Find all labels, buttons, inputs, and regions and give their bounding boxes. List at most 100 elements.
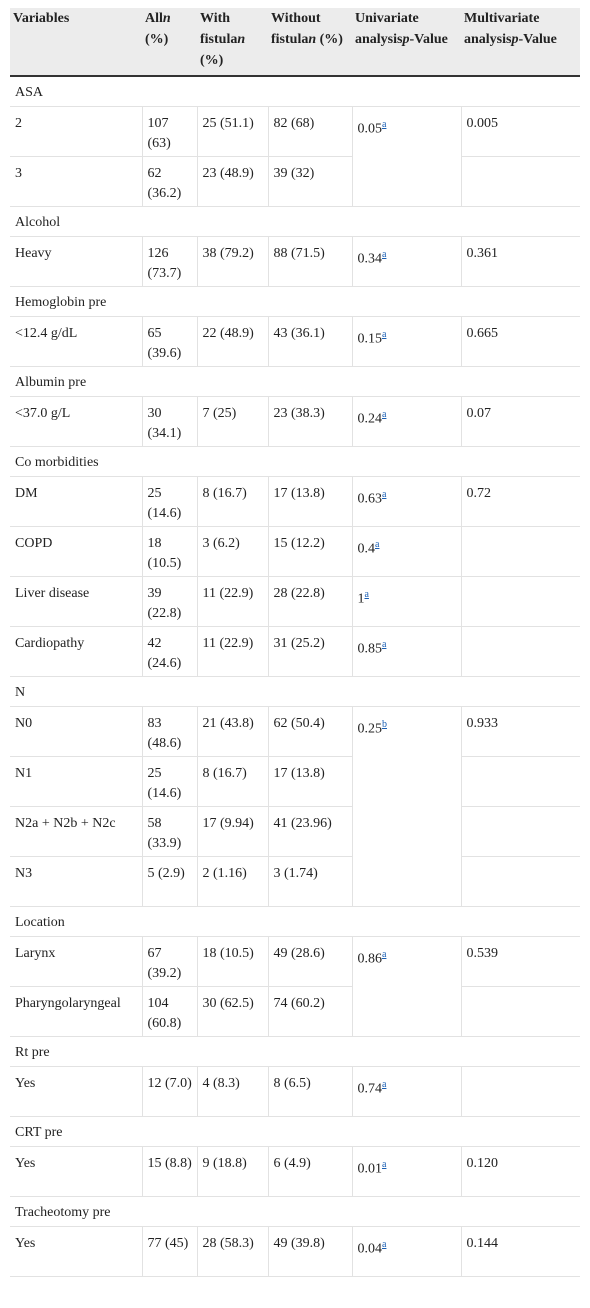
cell: 28 (58.3) <box>196 1226 269 1277</box>
header-cell: Variables <box>10 8 142 77</box>
footnote-link[interactable]: a <box>382 329 387 340</box>
cell: 42 (24.6) <box>141 626 198 677</box>
row-label: Yes <box>10 1226 143 1277</box>
section-row: Tracheotomy pre <box>10 1196 580 1227</box>
section-row: Alcohol <box>10 206 580 237</box>
footnote: a <box>382 947 386 960</box>
cell: 67 (39.2) <box>141 936 198 987</box>
cell: 0.005 <box>460 106 580 157</box>
footnote: a <box>382 407 386 420</box>
data-row: Liver disease 39 (22.8) 11 (22.9) 28 (22.8)… <box>10 576 580 627</box>
data-row: N2a + N2b + N2c 58 (33.9) 17 (9.94) 41 (23.… <box>10 806 580 857</box>
row-label: <37.0 g/L <box>10 396 143 447</box>
footnote-link[interactable]: a <box>382 489 387 500</box>
table-body: ASA 2 107 (63) 25 (51.1) 82 (68) 0.05a 0.005 3 6… <box>10 75 580 1277</box>
row-label: N0 <box>10 706 143 757</box>
footnote-link[interactable]: b <box>382 719 387 730</box>
data-row: 3 62 (36.2) 23 (48.9) 39 (32) <box>10 156 580 207</box>
cell: 49 (39.8) <box>267 1226 353 1277</box>
cell: 18 (10.5) <box>196 936 269 987</box>
cell: 12 (7.0) <box>141 1066 198 1117</box>
p-value: 0.24 <box>357 411 383 427</box>
footnote-link[interactable]: a <box>382 639 387 650</box>
cell: 8 (16.7) <box>196 756 269 807</box>
footnote: a <box>375 537 379 550</box>
footnote-link[interactable]: a <box>382 949 387 960</box>
footnote: b <box>382 717 387 730</box>
header-text: Without fistula <box>271 11 321 47</box>
footnote-link[interactable]: a <box>382 249 387 260</box>
cell: 0.539 <box>460 936 580 987</box>
section-title: ASA <box>10 75 580 107</box>
row-label: Yes <box>10 1066 143 1117</box>
cell: 107 (63) <box>141 106 198 157</box>
data-row: COPD 18 (10.5) 3 (6.2) 15 (12.2) 0.4a <box>10 526 580 577</box>
footnote-link[interactable]: a <box>375 539 380 550</box>
footnote-link[interactable]: a <box>382 119 387 130</box>
cell: 23 (38.3) <box>267 396 353 447</box>
section-title: Albumin pre <box>10 366 580 397</box>
cell: 3 (1.74) <box>267 856 353 907</box>
cell: 6 (4.9) <box>267 1146 353 1197</box>
results-table: Variables Alln (%) With fistulan (%) Withou… <box>10 8 580 1277</box>
empty-cell <box>460 756 580 807</box>
cell: 58 (33.9) <box>141 806 198 857</box>
cell: 77 (45) <box>141 1226 198 1277</box>
header-text: Variables <box>13 11 70 26</box>
footnote: a <box>382 487 386 500</box>
header-text: n <box>237 32 246 47</box>
cell: 23 (48.9) <box>196 156 269 207</box>
header-cell: Without fistulan (%) <box>268 8 352 77</box>
cell: 11 (22.9) <box>196 576 269 627</box>
data-row: Yes 77 (45) 28 (58.3) 49 (39.8) 0.04a 0.144 <box>10 1226 580 1277</box>
row-label: <12.4 g/dL <box>10 316 143 367</box>
cell: 0.361 <box>460 236 580 287</box>
row-label: Cardiopathy <box>10 626 143 677</box>
empty-cell <box>460 856 580 907</box>
p-value: 0.4 <box>357 541 376 557</box>
cell: 28 (22.8) <box>267 576 353 627</box>
header-text: With fistula <box>200 11 238 47</box>
footnote-link[interactable]: a <box>382 1159 387 1170</box>
p-value: 0.25 <box>357 721 383 737</box>
footnote-link[interactable]: a <box>382 1079 387 1090</box>
row-label: 3 <box>10 156 143 207</box>
cell: 49 (28.6) <box>267 936 353 987</box>
p-value: 0.15 <box>357 331 383 347</box>
footnote-link[interactable]: a <box>382 1239 387 1250</box>
cell: 15 (8.8) <box>141 1146 198 1197</box>
section-row: Albumin pre <box>10 366 580 397</box>
empty-cell <box>460 626 580 677</box>
cell: 3 (6.2) <box>196 526 269 577</box>
header-cell: Alln (%) <box>142 8 197 77</box>
footnote-link[interactable]: a <box>364 589 369 600</box>
p-value-cell: 0.63a <box>351 476 462 527</box>
data-row: N0 83 (48.6) 21 (43.8) 62 (50.4) 0.25b 0.933 <box>10 706 580 907</box>
cell: 88 (71.5) <box>267 236 353 287</box>
p-value: 1 <box>357 591 365 607</box>
header-text: -Value <box>518 32 557 47</box>
cell: 5 (2.9) <box>141 856 198 907</box>
p-value: 0.74 <box>357 1081 383 1097</box>
cell: 82 (68) <box>267 106 353 157</box>
cell: 41 (23.96) <box>267 806 353 857</box>
p-value: 0.34 <box>357 251 383 267</box>
section-title: CRT pre <box>10 1116 580 1147</box>
empty-cell <box>460 806 580 857</box>
cell: 0.933 <box>460 706 580 757</box>
row-label: DM <box>10 476 143 527</box>
cell: 7 (25) <box>196 396 269 447</box>
footnote-link[interactable]: a <box>382 409 387 420</box>
row-label: Yes <box>10 1146 143 1197</box>
row-label: Pharyngolaryngeal <box>10 986 143 1037</box>
footnote: a <box>382 327 386 340</box>
cell: 15 (12.2) <box>267 526 353 577</box>
section-title: Rt pre <box>10 1036 580 1067</box>
p-value-cell: 0.15a <box>351 316 462 367</box>
section-title: N <box>10 676 580 707</box>
data-row: Yes 15 (8.8) 9 (18.8) 6 (4.9) 0.01a 0.120 <box>10 1146 580 1197</box>
data-row: Yes 12 (7.0) 4 (8.3) 8 (6.5) 0.74a <box>10 1066 580 1117</box>
empty-cell <box>460 526 580 577</box>
header-text: Multivariate analysis <box>464 11 540 47</box>
